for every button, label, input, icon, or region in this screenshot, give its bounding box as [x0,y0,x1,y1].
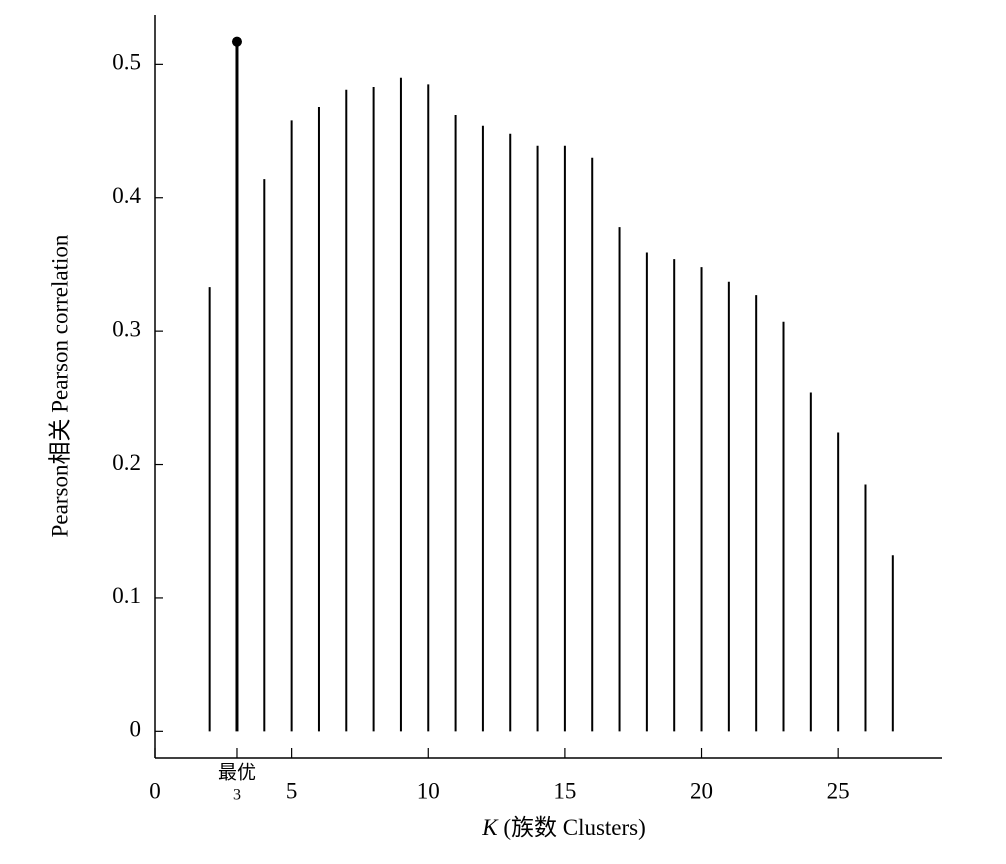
y-tick-label: 0.5 [112,50,141,75]
x-axis-var: K [481,815,499,840]
y-tick-label: 0.3 [112,316,141,341]
x-axis-label: K (族数 Clusters) [481,815,646,840]
y-tick-label: 0.1 [112,583,141,608]
x-tick-label: 10 [417,778,440,803]
y-tick-label: 0 [130,717,142,742]
x-tick-label: 25 [827,778,850,803]
annotation-x: 3 [233,787,241,804]
y-axis-label: Pearson相关 Pearson correlation [47,234,72,537]
y-tick-label: 0.4 [112,183,141,208]
y-tick-label: 0.2 [112,450,141,475]
x-axis-text: (族数 Clusters) [503,815,645,840]
annotation-label: 最优 [218,761,256,783]
stem-marker [231,36,242,47]
x-tick-label: 5 [286,778,298,803]
x-tick-label: 15 [553,778,576,803]
x-tick-label: 20 [690,778,713,803]
x-tick-label: 0 [149,778,161,803]
